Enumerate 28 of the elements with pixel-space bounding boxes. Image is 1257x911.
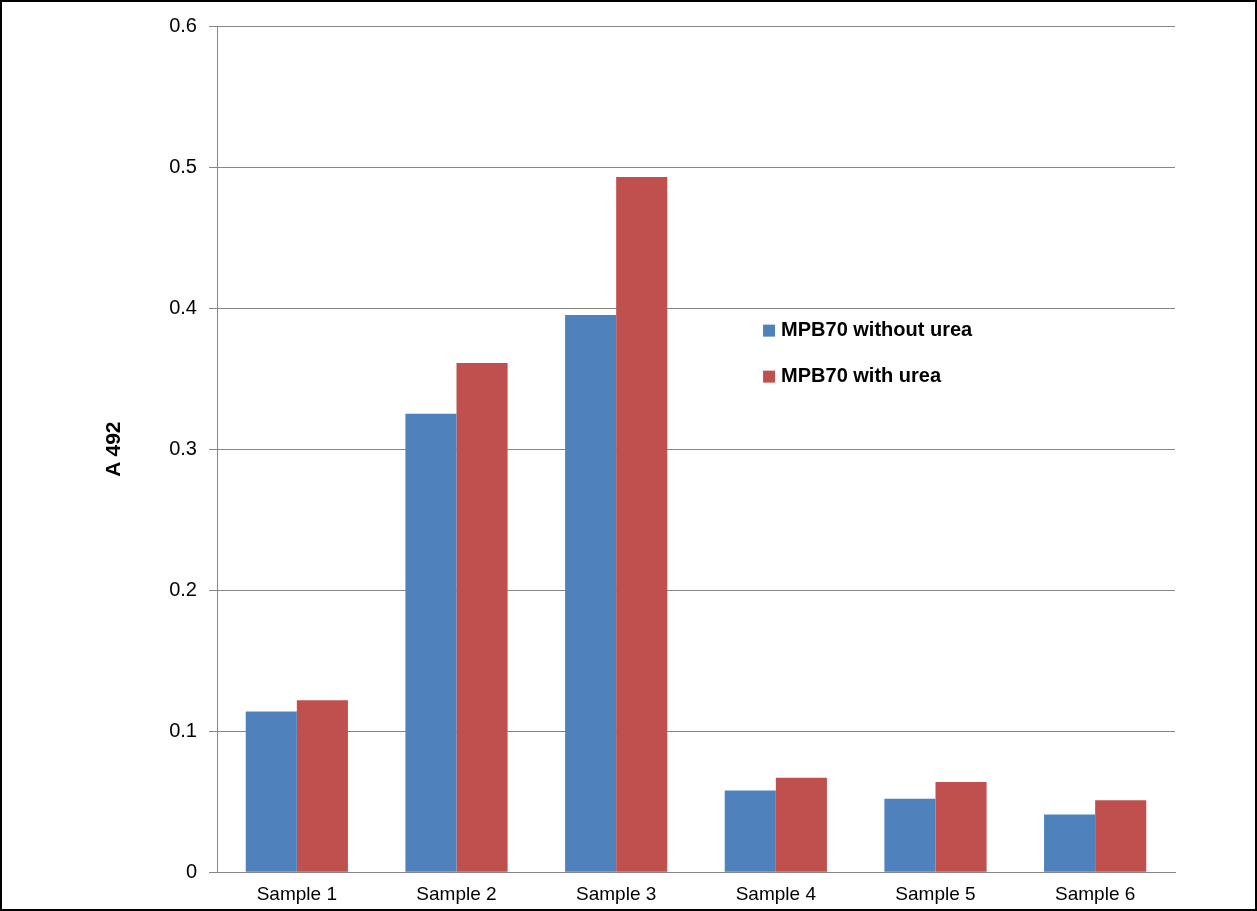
bar: [405, 413, 457, 872]
bar: [245, 711, 297, 872]
y-axis-title: A 492: [101, 421, 125, 477]
bar: [1044, 814, 1096, 872]
x-tick-label: Sample 1: [256, 882, 337, 904]
y-tick-label: 0.2: [169, 577, 197, 600]
y-tick-label: 0.5: [169, 154, 197, 177]
bar: [565, 315, 617, 872]
legend-label: MPB70 without urea: [781, 318, 974, 341]
bar: [884, 798, 936, 872]
bar: [1095, 800, 1147, 872]
x-tick-label: Sample 5: [895, 882, 976, 904]
y-tick-label: 0.6: [169, 13, 197, 36]
y-tick-label: 0: [185, 859, 197, 882]
bar: [456, 363, 508, 872]
x-tick-label: Sample 2: [416, 882, 497, 904]
y-tick-label: 0.3: [169, 436, 197, 459]
x-tick-label: Sample 3: [576, 882, 657, 904]
y-tick-label: 0.1: [169, 718, 197, 741]
bar: [775, 777, 827, 872]
legend-label: MPB70 with urea: [781, 364, 942, 387]
x-tick-label: Sample 6: [1055, 882, 1136, 904]
y-tick-label: 0.4: [169, 295, 197, 318]
bar: [296, 700, 348, 872]
bar: [724, 790, 776, 872]
bar: [616, 176, 668, 872]
x-tick-label: Sample 4: [735, 882, 817, 904]
bar: [935, 781, 987, 872]
